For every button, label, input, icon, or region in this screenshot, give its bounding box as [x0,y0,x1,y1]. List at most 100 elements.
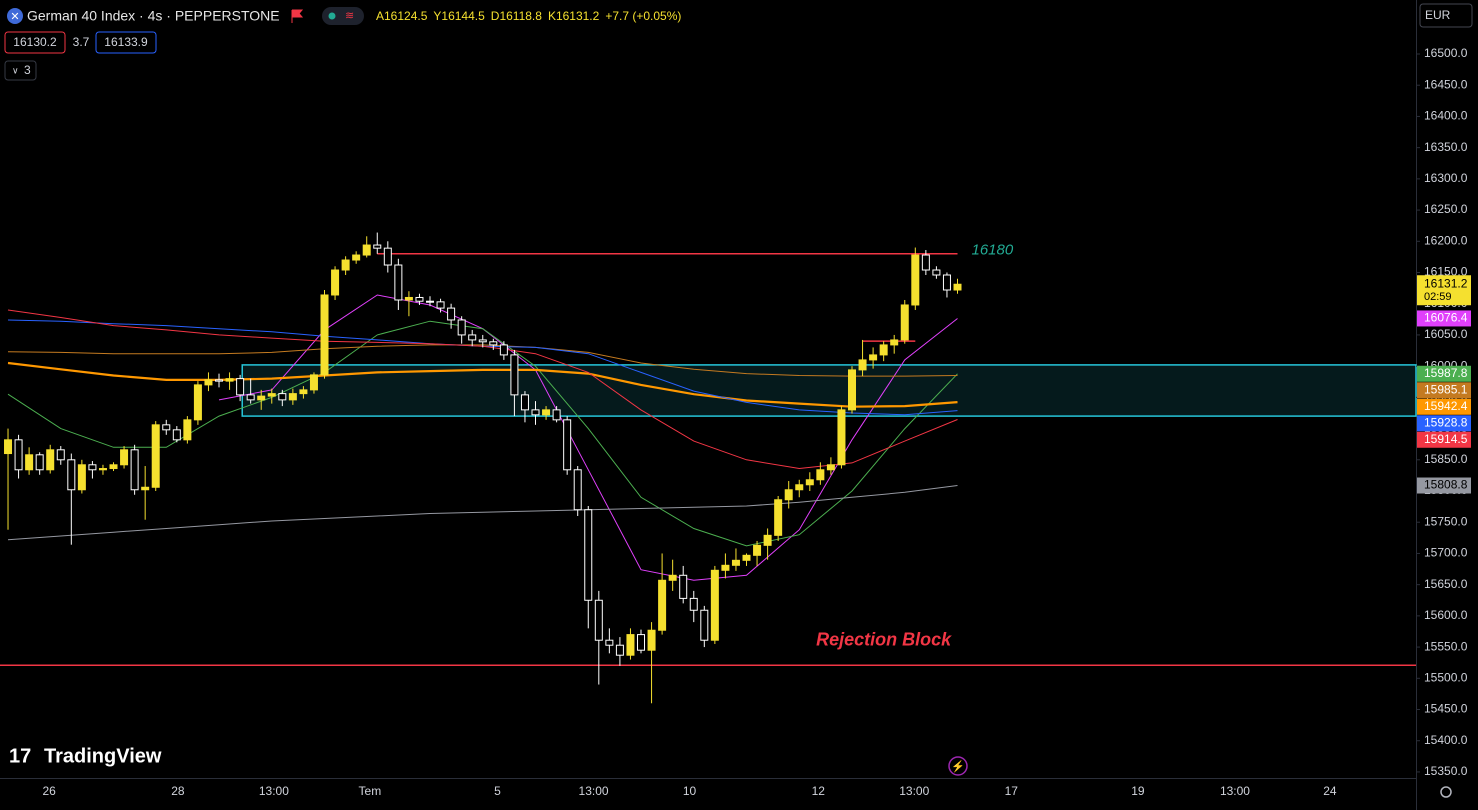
candle-body [594,599,603,641]
candle-body [267,393,276,397]
candle-body [88,464,97,471]
candle-body [225,378,234,382]
alert-icon[interactable] [948,756,968,776]
candle-body [573,469,582,511]
price-label-box [1417,310,1471,327]
y-tick-label: 16500.0 [1424,46,1468,60]
candle-body [932,269,941,276]
candle-body [499,344,508,356]
candle-body [689,597,698,611]
candle-body [890,339,899,346]
candle-body [753,544,762,556]
x-tick-label: 28 [171,784,185,798]
ohlc-value: Y16144.5 [433,9,485,23]
y-tick-label: 15450.0 [1424,702,1468,716]
candle-body [309,374,318,391]
y-tick-label: 16450.0 [1424,77,1468,91]
indicators-toggle-box[interactable] [4,60,37,81]
candle-body [668,574,677,581]
candle-body [151,424,160,488]
y-tick-label: 16400.0 [1424,109,1468,123]
candle-body [563,419,572,471]
symbol-icon [7,8,23,24]
x-tick-label: 12 [812,784,826,798]
candle-body [615,644,624,656]
candle-body [162,424,171,431]
ohlc-value: A16124.5 [376,9,428,23]
price-label-box [1417,431,1471,448]
candle-body [415,296,424,302]
candle-body [552,409,561,421]
candle-body [784,489,793,501]
series-last-value: 15985.1 [1424,382,1468,396]
candle-body [679,574,688,599]
candle-body [869,354,878,361]
candle-body [742,554,751,561]
moving-average [7,320,958,547]
series-last-value: 15987.8 [1424,366,1468,380]
candle-body [215,379,224,382]
candle-body [710,569,719,641]
candle-body [468,334,477,341]
bid: 16130.2 [13,35,57,49]
x-tick-label: 17 [1005,784,1019,798]
candle-body [584,509,593,601]
candle-body [141,486,150,491]
y-tick-label: 16300.0 [1424,171,1468,185]
candle-body [542,409,551,416]
x-tick-label: 5 [494,784,501,798]
candle-body [626,634,635,656]
level-label: 16180 [972,242,1014,259]
settings-icon[interactable] [1440,786,1452,798]
spread: 3.7 [73,35,90,49]
candle-body [647,629,656,651]
candle-body [130,449,139,491]
candle-body [911,254,920,306]
candle-body [46,449,55,471]
x-tick-label: 13:00 [579,784,609,798]
candle-body [731,559,740,566]
indicators-toggle[interactable]: 3 [24,63,31,77]
symbol-title: German 40 Index · 4s · PEPPERSTONE [27,8,280,24]
change: +7.7 (+0.05%) [605,9,681,23]
bid-box [4,31,66,54]
price-label-box [1417,398,1471,415]
price-label-box [1417,415,1471,432]
price-label-box [1417,275,1471,306]
currency-box[interactable] [1419,3,1473,28]
candle-body [774,499,783,536]
currency[interactable]: EUR [1425,8,1451,22]
candle-body [658,579,667,631]
candle-body [700,609,709,641]
candle-body [848,369,857,411]
candle-body [320,294,329,376]
candle-body [489,341,498,346]
symbol-icon-x: ✕ [10,11,19,23]
ohlc-value: K16131.2 [548,9,600,23]
candle-body [204,379,213,386]
y-tick-label: 15500.0 [1424,670,1468,684]
candle-body [331,269,340,296]
y-tick-label: 15400.0 [1424,733,1468,747]
candle-body [172,429,181,441]
candle-body [837,409,846,466]
y-tick-label: 15350.0 [1424,764,1468,778]
candle-body [805,479,814,486]
candle-body [120,449,129,466]
candle-body [362,244,371,256]
candle-body [721,564,730,571]
y-tick-label: 16250.0 [1424,202,1468,216]
candle-body [373,244,382,249]
candle-body [257,395,266,401]
y-tick-label: 16200.0 [1424,233,1468,247]
y-tick-label: 15650.0 [1424,577,1468,591]
ask-box [95,31,157,54]
candle-body [921,254,930,271]
candle-body [637,634,646,651]
candle-body [25,454,34,471]
candle-body [510,354,519,396]
candle-body [56,449,65,461]
candle-body [193,384,202,421]
candle-body [795,484,804,491]
